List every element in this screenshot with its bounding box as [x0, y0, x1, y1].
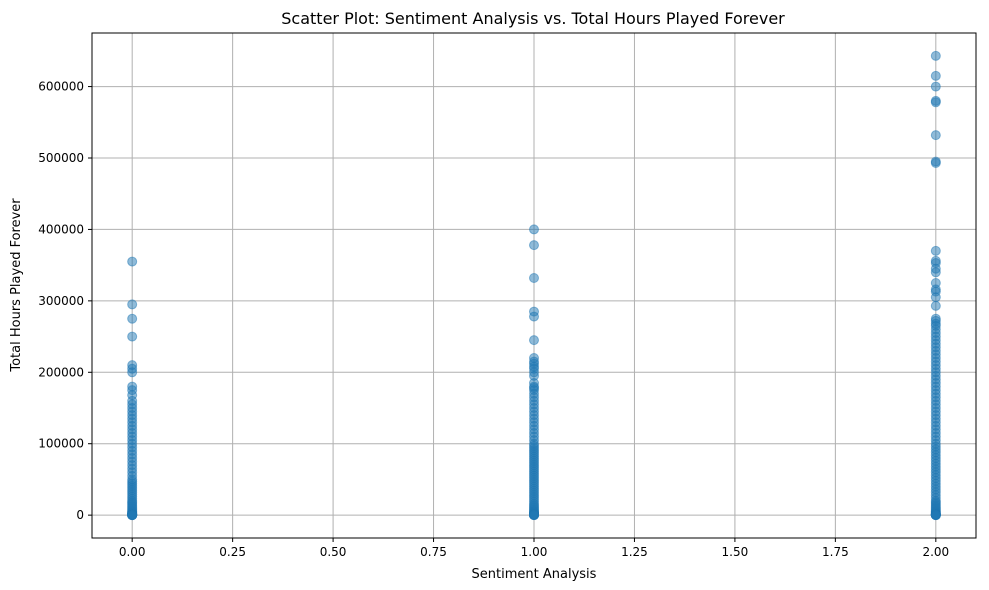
scatter-point	[930, 70, 941, 81]
scatter-point	[529, 224, 539, 235]
scatter-point	[127, 299, 138, 310]
scatter-point	[127, 313, 138, 324]
x-axis-ticks: 0.00 0.25 0.50 0.75 1.00 1.25 1.50 1.75 2.00	[119, 538, 949, 559]
y-tick-label: 100000	[38, 437, 84, 451]
x-tick-label: 1.00	[521, 545, 548, 559]
x-tick-label: 1.75	[822, 545, 849, 559]
chart-title: Scatter Plot: Sentiment Analysis vs. Tot…	[281, 9, 785, 28]
scatter-point	[529, 510, 539, 521]
scatter-point	[930, 245, 941, 256]
x-tick-label: 0.50	[320, 545, 347, 559]
y-axis-ticks: 0 100000 200000 300000 400000 500000 600000	[38, 80, 92, 522]
x-tick-label: 1.25	[621, 545, 648, 559]
x-axis-label: Sentiment Analysis	[472, 567, 597, 582]
scatter-point	[127, 256, 138, 267]
y-tick-label: 0	[76, 508, 84, 522]
scatter-point	[930, 81, 941, 92]
y-tick-label: 300000	[38, 294, 84, 308]
y-tick-label: 400000	[38, 222, 84, 236]
scatter-point	[529, 311, 539, 322]
x-tick-label: 1.50	[722, 545, 749, 559]
x-tick-label: 0.75	[420, 545, 447, 559]
y-tick-label: 600000	[38, 80, 84, 94]
y-tick-label: 500000	[38, 151, 84, 165]
scatter-point	[930, 300, 941, 311]
scatter-point	[529, 240, 539, 251]
scatter-point	[529, 335, 539, 346]
scatter-point	[127, 510, 138, 521]
scatter-point	[930, 510, 941, 521]
x-tick-label: 0.00	[119, 545, 146, 559]
scatter-point	[930, 267, 941, 278]
scatter-point	[930, 97, 941, 108]
x-tick-label: 0.25	[219, 545, 246, 559]
plot-area	[91, 32, 977, 539]
scatter-point	[930, 158, 941, 168]
y-tick-label: 200000	[38, 365, 84, 379]
x-tick-label: 2.00	[922, 545, 949, 559]
y-axis-label: Total Hours Played Forever	[9, 198, 24, 373]
scatter-point	[930, 292, 941, 303]
scatter-point	[127, 331, 138, 342]
data-points	[127, 50, 941, 521]
scatter-point	[930, 130, 941, 141]
scatter-point	[529, 273, 539, 283]
scatter-point	[127, 367, 138, 378]
scatter-point	[930, 50, 941, 61]
